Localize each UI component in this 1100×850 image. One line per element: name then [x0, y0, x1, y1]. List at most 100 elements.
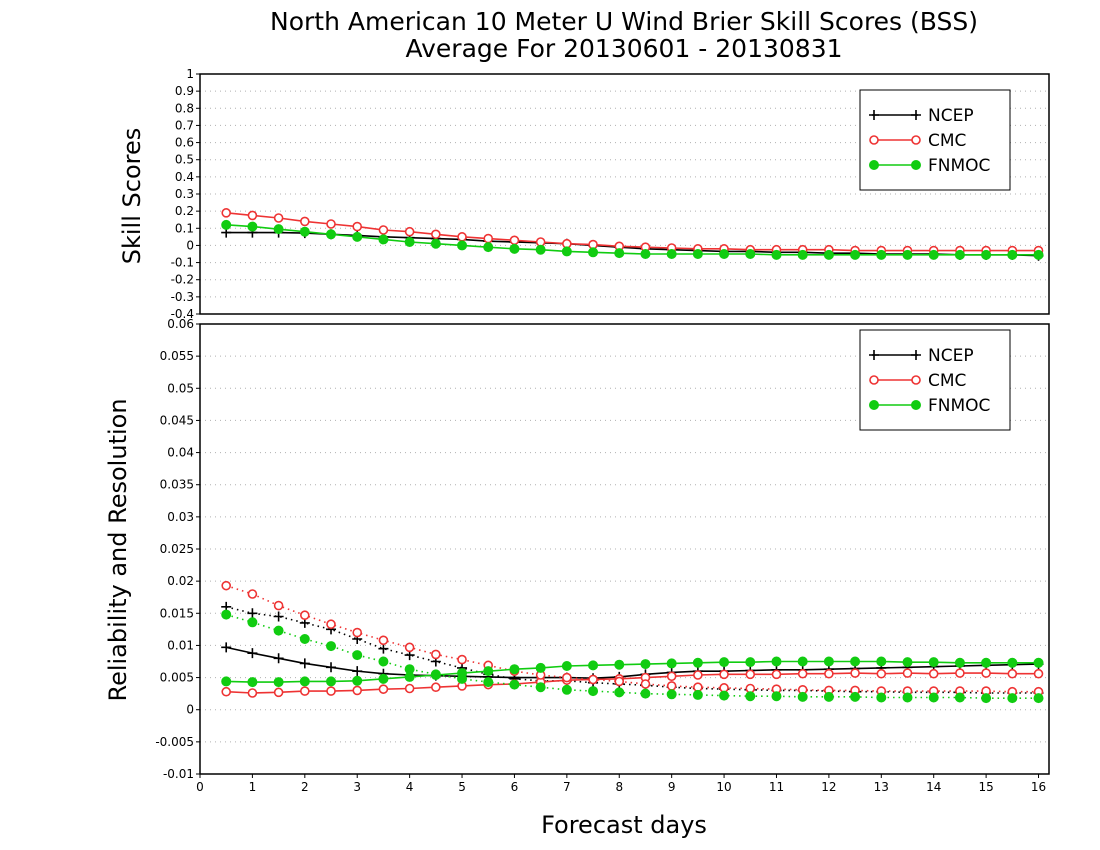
top-y-tick-label: 0.6	[175, 136, 194, 150]
top-y-tick-label: -0.1	[171, 256, 194, 270]
x-tick-label: 15	[978, 780, 993, 794]
top-legend-label: FNMOC	[928, 156, 990, 176]
bottom-data-point	[954, 692, 965, 703]
x-tick-label: 11	[769, 780, 784, 794]
bottom-data-point	[221, 609, 232, 620]
bottom-y-tick-label: 0.015	[160, 606, 194, 620]
x-tick-label: 4	[406, 780, 414, 794]
bottom-data-point	[299, 634, 310, 644]
bottom-data-point	[771, 656, 782, 667]
bottom-legend-label: FNMOC	[928, 396, 990, 416]
bottom-data-point	[666, 658, 677, 669]
bottom-data-point	[221, 642, 232, 653]
top-y-tick-label: 0.9	[175, 84, 194, 98]
top-data-point	[588, 247, 599, 258]
top-data-point	[928, 249, 939, 260]
bottom-data-point	[928, 692, 939, 703]
bottom-data-point	[692, 689, 703, 700]
bottom-data-point	[745, 691, 756, 702]
bottom-data-point	[824, 668, 834, 679]
bottom-data-point	[378, 656, 389, 667]
bottom-data-point	[457, 654, 467, 665]
top-data-point	[640, 249, 651, 259]
top-plot-frame	[199, 73, 1050, 315]
x-tick-label: 9	[668, 780, 676, 794]
bottom-data-point	[273, 625, 284, 636]
top-data-point	[483, 242, 494, 253]
bottom-y-tick-label: 0.01	[167, 638, 194, 652]
top-legend-marker	[869, 160, 879, 170]
bottom-y-tick-label: 0	[186, 703, 194, 717]
bottom-data-point	[692, 657, 703, 668]
bottom-y-tick-label: 0.045	[160, 413, 194, 427]
top-data-point	[719, 249, 730, 259]
top-data-point	[981, 249, 992, 260]
top-data-point	[535, 244, 546, 255]
top-series-ncep	[221, 227, 1044, 261]
bottom-y-tick-label: 0.05	[167, 381, 194, 395]
top-data-point	[850, 249, 861, 260]
bottom-data-point	[404, 664, 415, 675]
bottom-data-point	[509, 679, 520, 690]
top-series-line	[226, 212, 1039, 252]
bottom-legend: NCEP CMC FNMOC	[859, 329, 1011, 431]
bottom-data-point	[614, 687, 625, 698]
bottom-data-point	[666, 689, 677, 700]
bottom-legend-marker	[911, 400, 921, 410]
x-tick-label: 7	[563, 780, 571, 794]
bottom-data-point	[273, 600, 284, 611]
bottom-data-point	[247, 608, 258, 619]
top-data-point	[1033, 249, 1044, 260]
top-y-tick-label: 0.3	[175, 187, 194, 201]
bottom-data-point	[693, 670, 703, 680]
bottom-data-point	[771, 691, 782, 702]
top-data-point	[876, 249, 887, 260]
top-data-point	[221, 219, 232, 230]
bottom-y-tick-label: 0.035	[160, 478, 194, 492]
bottom-data-point	[300, 686, 310, 696]
bottom-data-point	[614, 676, 625, 687]
top-data-point	[457, 232, 467, 242]
x-tick-label: 0	[196, 780, 204, 794]
top-data-point	[745, 249, 756, 259]
bottom-series-dotted-5	[221, 609, 1044, 704]
bottom-data-point	[378, 673, 389, 684]
bottom-legend-marker	[911, 375, 921, 385]
bottom-data-point	[352, 685, 363, 696]
bottom-data-point	[981, 657, 992, 668]
top-data-point	[614, 248, 625, 259]
top-y-tick-label: 0.7	[175, 118, 194, 132]
bottom-legend-marker	[911, 350, 921, 360]
top-data-point	[404, 226, 415, 237]
bottom-legend-marker	[869, 400, 879, 410]
bottom-data-point	[221, 580, 232, 591]
top-data-point	[300, 216, 310, 227]
bottom-data-point	[509, 664, 520, 675]
bottom-legend-marker	[869, 350, 879, 360]
top-y-tick-label: -0.4	[171, 307, 194, 321]
x-tick-label: 14	[926, 780, 941, 794]
bottom-data-point	[300, 610, 310, 621]
top-y-tick-label: 0.4	[175, 170, 194, 184]
x-tick-label: 10	[716, 780, 731, 794]
bottom-series-line	[225, 613, 1039, 699]
top-data-point	[483, 233, 494, 244]
bottom-data-point	[981, 668, 991, 678]
bottom-data-point	[850, 691, 861, 702]
bottom-data-point	[273, 611, 284, 622]
bottom-y-tick-label: -0.01	[163, 767, 194, 781]
top-data-point	[954, 249, 965, 260]
top-y-tick-label: 0.8	[175, 101, 194, 115]
top-data-point	[797, 249, 808, 260]
bottom-y-tick-label: 0.03	[167, 510, 194, 524]
bottom-data-point	[378, 684, 389, 694]
bottom-y-tick-label: -0.005	[155, 735, 194, 749]
bottom-data-point	[247, 589, 258, 599]
bottom-data-point	[902, 657, 913, 668]
bottom-data-point	[247, 617, 258, 628]
bottom-data-point	[876, 668, 887, 679]
x-tick-label: 13	[874, 780, 889, 794]
x-axis-label: Forecast days	[541, 811, 707, 839]
bottom-data-point	[326, 662, 337, 673]
bottom-data-point	[431, 682, 441, 693]
